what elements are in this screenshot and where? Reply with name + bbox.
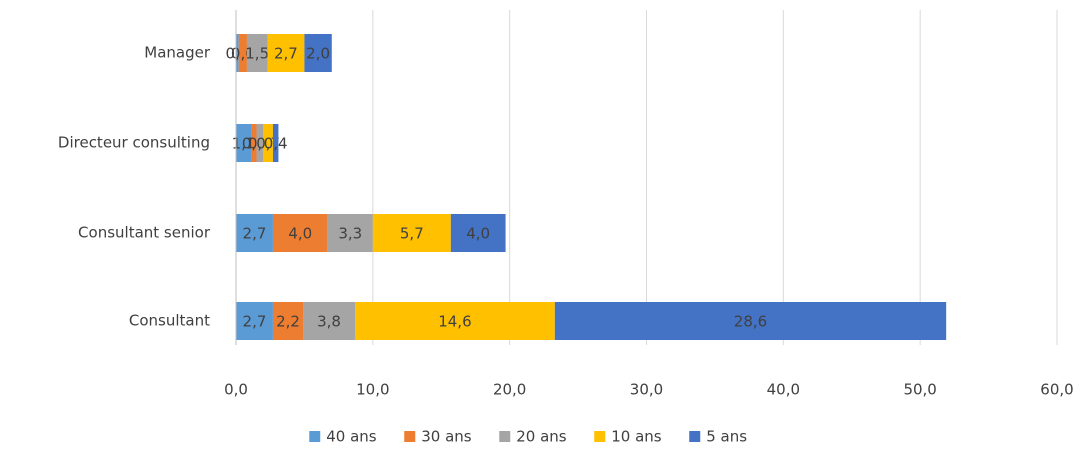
x-tick-label: 20,0 bbox=[493, 381, 526, 399]
data-label: 2,7 bbox=[243, 225, 267, 243]
y-tick-label: Consultant bbox=[129, 312, 210, 330]
x-tick-label: 30,0 bbox=[630, 381, 663, 399]
data-label: 4,0 bbox=[466, 225, 490, 243]
bar-segment bbox=[236, 34, 239, 72]
bar-segment bbox=[303, 302, 356, 340]
x-tick-label: 0,0 bbox=[224, 381, 248, 399]
legend-swatch bbox=[499, 431, 511, 442]
y-tick-label: Manager bbox=[144, 44, 211, 62]
bar-segment bbox=[263, 124, 273, 162]
bar-segment bbox=[272, 302, 304, 340]
bar-segment bbox=[554, 302, 947, 340]
x-tick-label: 40,0 bbox=[767, 381, 800, 399]
data-label: 1,5 bbox=[245, 45, 269, 63]
data-label: 3,3 bbox=[338, 225, 362, 243]
data-label: 2,2 bbox=[276, 313, 300, 331]
x-tick-label: 60,0 bbox=[1040, 381, 1073, 399]
legend-swatch bbox=[404, 431, 416, 442]
bar-segment bbox=[251, 124, 257, 162]
y-tick-label: Directeur consulting bbox=[58, 134, 210, 152]
data-label: 2,7 bbox=[274, 45, 298, 63]
bar-segment bbox=[246, 34, 268, 72]
x-tick-label: 50,0 bbox=[903, 381, 936, 399]
legend-label: 20 ans bbox=[516, 428, 567, 446]
bar-segment bbox=[272, 214, 328, 252]
data-label: 5,7 bbox=[400, 225, 424, 243]
bar-segment bbox=[272, 124, 279, 162]
data-label: 28,6 bbox=[734, 313, 767, 331]
data-label: 4,0 bbox=[288, 225, 312, 243]
data-label: 2,0 bbox=[306, 45, 330, 63]
legend-swatch bbox=[689, 431, 701, 442]
bar-segment bbox=[256, 124, 264, 162]
legend-label: 5 ans bbox=[706, 428, 747, 446]
bar-segment bbox=[372, 214, 451, 252]
bar-segment bbox=[355, 302, 555, 340]
bar-segment bbox=[236, 302, 273, 340]
bar-segment bbox=[450, 214, 506, 252]
bar-segment bbox=[236, 124, 252, 162]
x-tick-label: 10,0 bbox=[356, 381, 389, 399]
legend-label: 40 ans bbox=[326, 428, 377, 446]
bar-segment bbox=[304, 34, 332, 72]
bar-segment bbox=[327, 214, 373, 252]
legend-swatch bbox=[594, 431, 606, 442]
legend-label: 10 ans bbox=[611, 428, 662, 446]
bar-segment bbox=[267, 34, 305, 72]
data-label: 0,4 bbox=[264, 135, 288, 153]
data-label: 1,1 bbox=[232, 135, 256, 153]
bar-segment bbox=[236, 214, 273, 252]
bar-segment bbox=[238, 34, 247, 72]
data-label: 3,8 bbox=[317, 313, 341, 331]
data-label: 2,7 bbox=[243, 313, 267, 331]
legend-swatch bbox=[309, 431, 321, 442]
data-label: 14,6 bbox=[438, 313, 471, 331]
legend-label: 30 ans bbox=[421, 428, 472, 446]
y-tick-label: Consultant senior bbox=[78, 224, 211, 242]
